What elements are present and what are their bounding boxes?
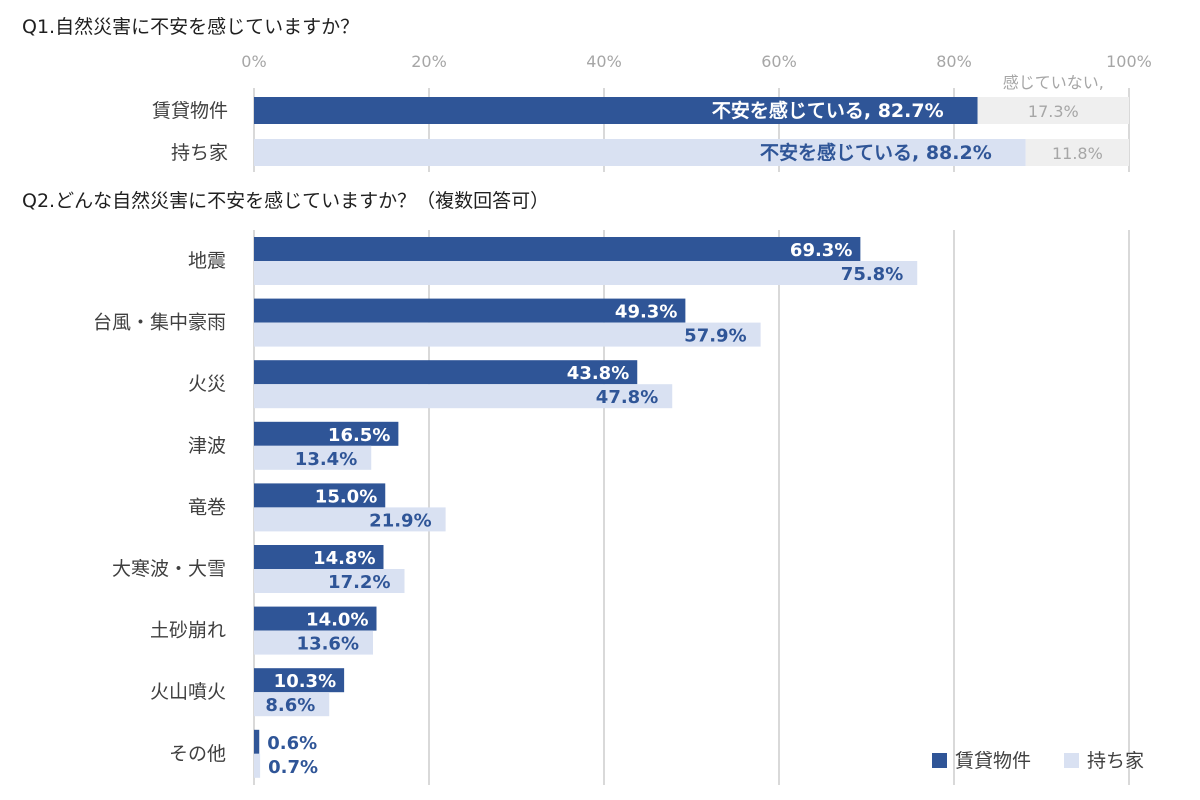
q2-bar-rental <box>254 668 345 693</box>
q2-rental-value-label: 16.5% <box>328 425 390 446</box>
q1-x-tick-label: 20% <box>411 52 447 71</box>
q1-x-tick-label: 0% <box>241 52 266 71</box>
q2-bar-owned <box>254 445 372 470</box>
q1-bar-not-anxious <box>1025 139 1129 166</box>
q2-bar-rental <box>254 545 384 569</box>
q2-rental-value-label: 14.8% <box>313 548 375 569</box>
q2-bar-owned <box>254 322 761 347</box>
legend-swatch-owned <box>1064 753 1079 768</box>
q2-category-label: 土砂崩れ <box>150 620 226 642</box>
q2-bar-owned <box>254 692 330 717</box>
q1-bar-anxious <box>254 139 1026 166</box>
q1-anxious-label: 不安を感じている, 88.2% <box>760 141 992 164</box>
q1-anxious-label: 不安を感じている, 82.7% <box>712 99 944 122</box>
q2-bar-owned <box>254 261 918 285</box>
q2-owned-value-label: 8.6% <box>265 695 315 716</box>
q2-owned-value-label: 57.9% <box>684 326 746 347</box>
q2-owned-value-label: 13.4% <box>295 449 357 470</box>
q1-bar-not-anxious <box>977 97 1129 124</box>
q2-title: Q2.どんな自然災害に不安を感じていますか？（複数回答可） <box>22 190 549 212</box>
q1-x-tick-label: 100% <box>1106 52 1152 71</box>
q2-category-label: その他 <box>169 743 226 765</box>
q2-rental-value-label: 10.3% <box>274 671 336 692</box>
q2-owned-value-label: 0.7% <box>268 757 318 778</box>
legend-swatch-rental <box>932 753 947 768</box>
q2-owned-value-label: 75.8% <box>841 264 903 285</box>
q1-category-label: 持ち家 <box>171 142 228 164</box>
q2-rental-value-label: 69.3% <box>790 240 852 261</box>
q2-bar-owned <box>254 384 673 409</box>
q1-not-anxious-name: 感じていない, <box>1003 73 1104 92</box>
q2-bar-rental <box>254 483 386 508</box>
legend-label-rental: 賃貸物件 <box>955 750 1031 772</box>
q2-bar-owned <box>254 630 373 655</box>
q2-category-label: 火災 <box>188 373 226 395</box>
q2-bar-rental <box>254 729 260 754</box>
q2-bar-rental <box>254 298 686 323</box>
q2-bar-rental <box>254 606 377 631</box>
q2-category-label: 火山噴火 <box>150 681 226 703</box>
q2-category-label: 竜巻 <box>188 496 226 518</box>
q2-chart: Q2.どんな自然災害に不安を感じていますか？（複数回答可） 地震台風・集中豪雨火… <box>22 190 1130 785</box>
q2-owned-value-label: 17.2% <box>328 572 390 593</box>
q1-x-tick-label: 40% <box>586 52 622 71</box>
q2-owned-value-label: 13.6% <box>297 634 359 655</box>
q2-rental-value-label: 0.6% <box>267 733 317 754</box>
q2-bar-owned <box>254 569 405 593</box>
q2-rental-value-label: 14.0% <box>306 610 368 631</box>
q1-chart: Q1.自然災害に不安を感じていますか？ 0% 20% 40% 60% 80% 100% 賃… <box>22 16 1152 172</box>
q2-owned-value-label: 47.8% <box>596 387 658 408</box>
q2-rental-value-label: 15.0% <box>315 486 377 507</box>
q2-rental-value-label: 43.8% <box>567 363 629 384</box>
q2-bar-rental <box>254 360 638 385</box>
q2-category-label: 台風・集中豪雨 <box>93 312 226 334</box>
q2-bar-owned <box>254 753 261 778</box>
q2-owned-value-label: 21.9% <box>369 510 431 531</box>
q1-not-anxious-label: 17.3% <box>1028 102 1079 121</box>
q1-title: Q1.自然災害に不安を感じていますか？ <box>22 16 359 38</box>
q2-category-label: 大寒波・大雪 <box>112 558 226 580</box>
q1-not-anxious-label: 11.8% <box>1052 144 1103 163</box>
q2-category-label: 津波 <box>188 435 226 457</box>
q1-category-label: 賃貸物件 <box>152 100 228 122</box>
q2-bar-rental <box>254 421 399 446</box>
q1-x-tick-label: 80% <box>936 52 972 71</box>
q2-category-label: 地震 <box>188 250 226 272</box>
q2-bar-rental <box>254 237 861 261</box>
legend-label-owned: 持ち家 <box>1087 750 1144 772</box>
legend: 賃貸物件 持ち家 <box>932 750 1144 772</box>
q2-bar-owned <box>254 507 446 532</box>
q1-bar-anxious <box>254 97 978 124</box>
q1-x-tick-label: 60% <box>761 52 797 71</box>
q2-rental-value-label: 49.3% <box>615 302 677 323</box>
